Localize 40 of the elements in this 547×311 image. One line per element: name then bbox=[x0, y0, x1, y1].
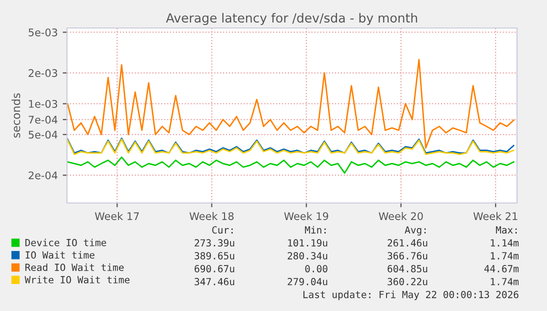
text: 101.19u bbox=[288, 239, 328, 247]
line-series bbox=[67, 58, 514, 149]
text: 0.00 bbox=[305, 265, 328, 272]
y-tick-label: 7e-04 bbox=[28, 116, 58, 124]
text: Last update: Fri May 22 00:00:13 2026 bbox=[303, 290, 518, 300]
text: 44.67m bbox=[484, 265, 519, 272]
x-tick-label: Week 21 bbox=[473, 212, 518, 220]
text: 1.74m bbox=[490, 252, 519, 260]
text: Cur: bbox=[212, 226, 233, 234]
y-tick-label: 5e-04 bbox=[28, 130, 58, 139]
legend-label: IO Wait time bbox=[26, 251, 94, 259]
x-tick-label: Week 17 bbox=[94, 212, 139, 220]
text: 360.22u bbox=[388, 278, 428, 286]
text: Max: bbox=[496, 226, 517, 234]
line-series bbox=[67, 156, 514, 174]
text: 280.34u bbox=[288, 252, 328, 260]
text: 1.14m bbox=[490, 239, 519, 246]
text: 690.67u bbox=[194, 265, 234, 272]
legend-label: Device IO time bbox=[25, 238, 106, 246]
y-tick-label: 5e-03 bbox=[28, 28, 58, 36]
text: 273.39u bbox=[194, 239, 234, 247]
text: 604.85u bbox=[388, 265, 428, 272]
x-tick-label: Week 20 bbox=[378, 212, 423, 220]
text: 261.46u bbox=[388, 239, 428, 247]
legend-label: Read IO Wait time bbox=[25, 264, 124, 272]
y-tick-label: 2e-03 bbox=[28, 69, 58, 78]
legend-label: Write IO Wait time bbox=[24, 276, 130, 284]
text: 279.04u bbox=[288, 278, 328, 286]
x-tick-label: Week 19 bbox=[284, 212, 328, 220]
chart-title: Average latency for /dev/sda - by month bbox=[166, 12, 418, 26]
x-tick-label: Week 18 bbox=[190, 212, 234, 220]
text: 389.65u bbox=[194, 252, 234, 260]
y-axis-title: seconds bbox=[12, 93, 20, 138]
text: 1.74m bbox=[490, 278, 519, 286]
text: 347.46u bbox=[194, 278, 234, 286]
y-tick-label: 1e-03 bbox=[29, 100, 58, 108]
text: Avg: bbox=[404, 226, 426, 236]
text: Min: bbox=[304, 226, 326, 234]
y-tick-label: 2e-04 bbox=[28, 171, 58, 180]
text: 366.76u bbox=[388, 252, 428, 260]
